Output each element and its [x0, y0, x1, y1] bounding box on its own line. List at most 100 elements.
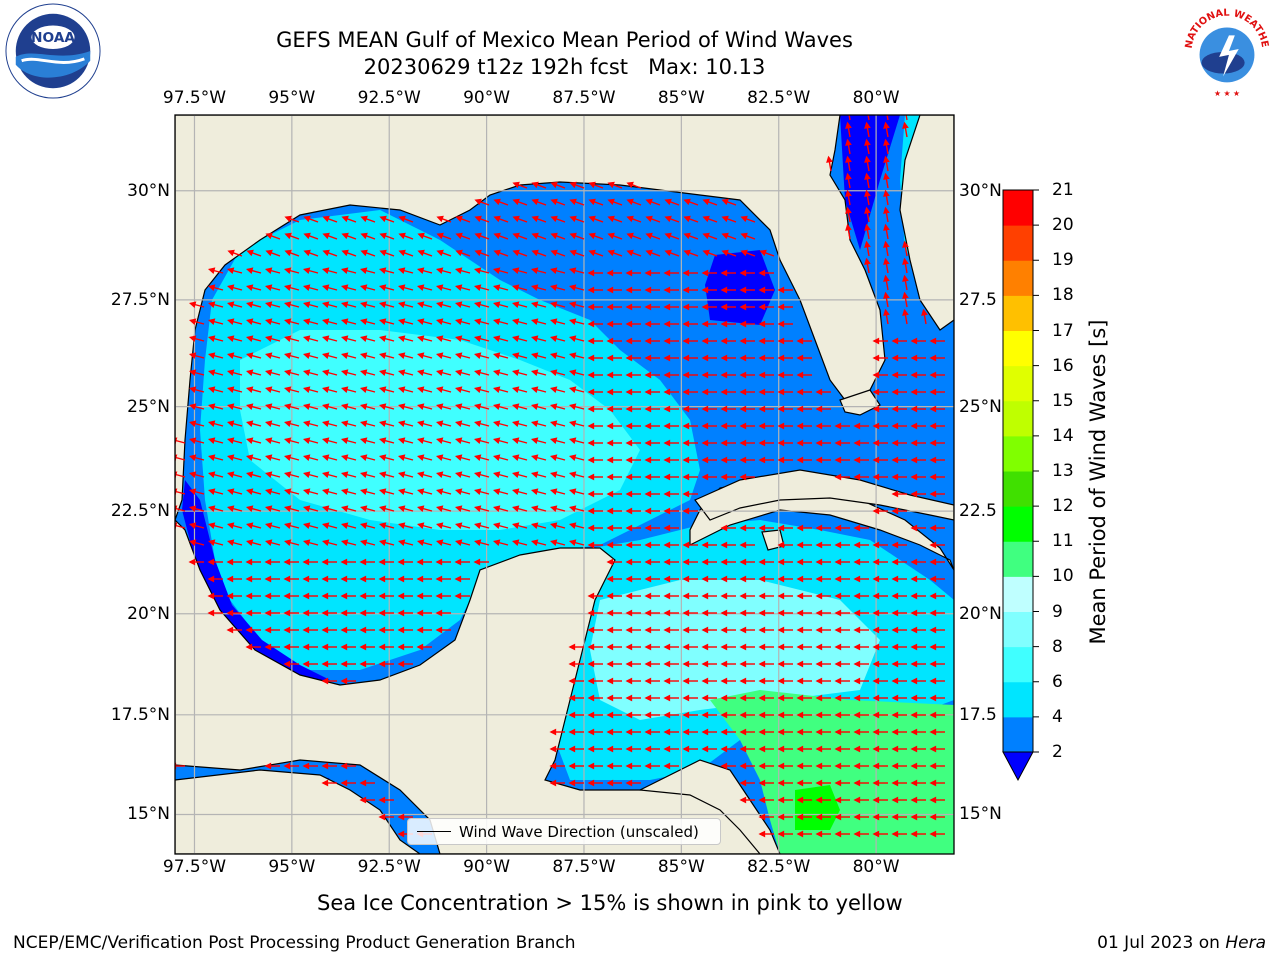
wind-arrow-head	[359, 454, 368, 462]
wind-arrow-head	[929, 830, 937, 838]
wind-arrow-head	[796, 779, 804, 787]
wind-arrow-head	[758, 592, 766, 600]
wind-arrow-head	[777, 558, 785, 566]
wind-arrow-head	[758, 354, 766, 362]
wind-arrow-head	[493, 249, 501, 257]
wind-arrow-head	[321, 779, 329, 787]
wind-arrow-head	[530, 284, 539, 292]
lat-tick-left: 25°N	[127, 396, 170, 417]
wind-arrow-head	[188, 539, 197, 547]
noaa-logo-text: NOAA	[31, 30, 75, 46]
wind-arrow-head	[625, 456, 633, 464]
wind-arrow-head	[891, 626, 899, 634]
wind-arrow-head	[739, 422, 747, 430]
wind-arrow-head	[720, 643, 728, 651]
wind-arrow-head	[891, 762, 899, 770]
wind-arrow-head	[587, 507, 595, 515]
wind-arrow-head	[606, 456, 614, 464]
wind-arrow-head	[531, 215, 539, 223]
wind-arrow-head	[606, 337, 614, 345]
wind-arrow-head	[929, 762, 937, 770]
wind-arrow-head	[701, 592, 709, 600]
lon-tick-bottom: 97.5°W	[162, 857, 227, 877]
wind-arrow-head	[625, 711, 633, 719]
wind-arrow-head	[910, 388, 918, 396]
wind-arrow-head	[644, 337, 652, 345]
wind-arrow-head	[435, 609, 443, 617]
wind-arrow-head	[340, 592, 348, 600]
wind-arrow-head	[568, 505, 577, 513]
wind-arrow-head	[378, 813, 386, 821]
wind-arrow-head	[720, 694, 728, 702]
wind-arrow-head	[845, 206, 852, 214]
wind-arrow-head	[303, 232, 311, 240]
wind-arrow-head	[226, 335, 235, 343]
wind-arrow-head	[663, 592, 671, 600]
wind-arrow-head	[549, 522, 558, 530]
wind-arrow-shaft	[175, 456, 186, 461]
wind-arrow-head	[625, 575, 633, 583]
wind-arrow-head	[626, 198, 634, 206]
wind-arrow-head	[264, 643, 272, 651]
wind-arrow-head	[853, 779, 861, 787]
wind-arrow-head	[569, 181, 577, 189]
colorbar-tick-label: 17	[1052, 320, 1074, 341]
wind-arrow-head	[845, 172, 852, 180]
wind-arrow-head	[853, 830, 861, 838]
wind-arrow-head	[682, 592, 690, 600]
wind-arrow-head	[834, 575, 842, 583]
wind-arrow-head	[207, 609, 215, 617]
wind-arrow-head	[853, 728, 861, 736]
wind-arrow-head	[663, 694, 671, 702]
colorbar-tick-label: 11	[1052, 531, 1074, 552]
wind-arrow-head	[758, 575, 766, 583]
wind-arrow-head	[549, 505, 558, 513]
colorbar-tick-label: 18	[1052, 285, 1074, 306]
wind-arrow-head	[739, 320, 747, 328]
wind-arrow-head	[606, 524, 614, 532]
wind-arrow-shaft	[175, 524, 186, 529]
wind-arrow-head	[549, 779, 557, 787]
wind-arrow-head	[796, 745, 804, 753]
wind-arrow-head	[341, 215, 349, 223]
wind-arrow-head	[796, 422, 804, 430]
wind-arrow-head	[834, 711, 842, 719]
wind-arrow-head	[511, 386, 520, 394]
wind-arrow-head	[720, 592, 728, 600]
wind-arrow-head	[435, 471, 444, 479]
wind-arrow-head	[264, 335, 273, 343]
wind-arrow-head	[891, 456, 899, 464]
wind-arrow-head	[568, 437, 577, 445]
wind-arrow-head	[473, 488, 482, 496]
wind-arrow-head	[683, 215, 691, 223]
wind-arrow-head	[207, 403, 216, 411]
wind-arrow-head	[777, 711, 785, 719]
wind-arrow-head	[226, 558, 234, 566]
wind-arrow-head	[321, 558, 329, 566]
wind-arrow-head	[902, 240, 909, 248]
wind-arrow-head	[473, 301, 482, 309]
wind-arrow-head	[702, 232, 710, 240]
wind-arrow-head	[777, 439, 785, 447]
wind-arrow-head	[397, 575, 405, 583]
wind-arrow-head	[682, 422, 690, 430]
wind-arrow-head	[872, 609, 880, 617]
wind-arrow-head	[739, 473, 747, 481]
wind-arrow-head	[864, 138, 871, 146]
wind-arrow-head	[834, 728, 842, 736]
footer-credit: NCEP/EMC/Verification Post Processing Pr…	[13, 933, 576, 953]
wind-arrow-head	[359, 284, 368, 292]
wind-arrow-head	[606, 694, 614, 702]
wind-arrow-head	[626, 232, 634, 240]
wind-arrow-head	[739, 456, 747, 464]
wind-arrow-head	[891, 490, 899, 498]
wind-arrow-head	[435, 454, 444, 462]
wind-arrow-head	[473, 454, 482, 462]
wind-arrow-head	[845, 121, 852, 129]
wind-arrow-head	[360, 249, 368, 257]
wind-arrow-head	[644, 490, 652, 498]
wind-arrow-head	[872, 439, 880, 447]
land-us-north	[175, 115, 886, 521]
wind-arrow-head	[758, 388, 766, 396]
wind-arrow-head	[474, 232, 482, 240]
